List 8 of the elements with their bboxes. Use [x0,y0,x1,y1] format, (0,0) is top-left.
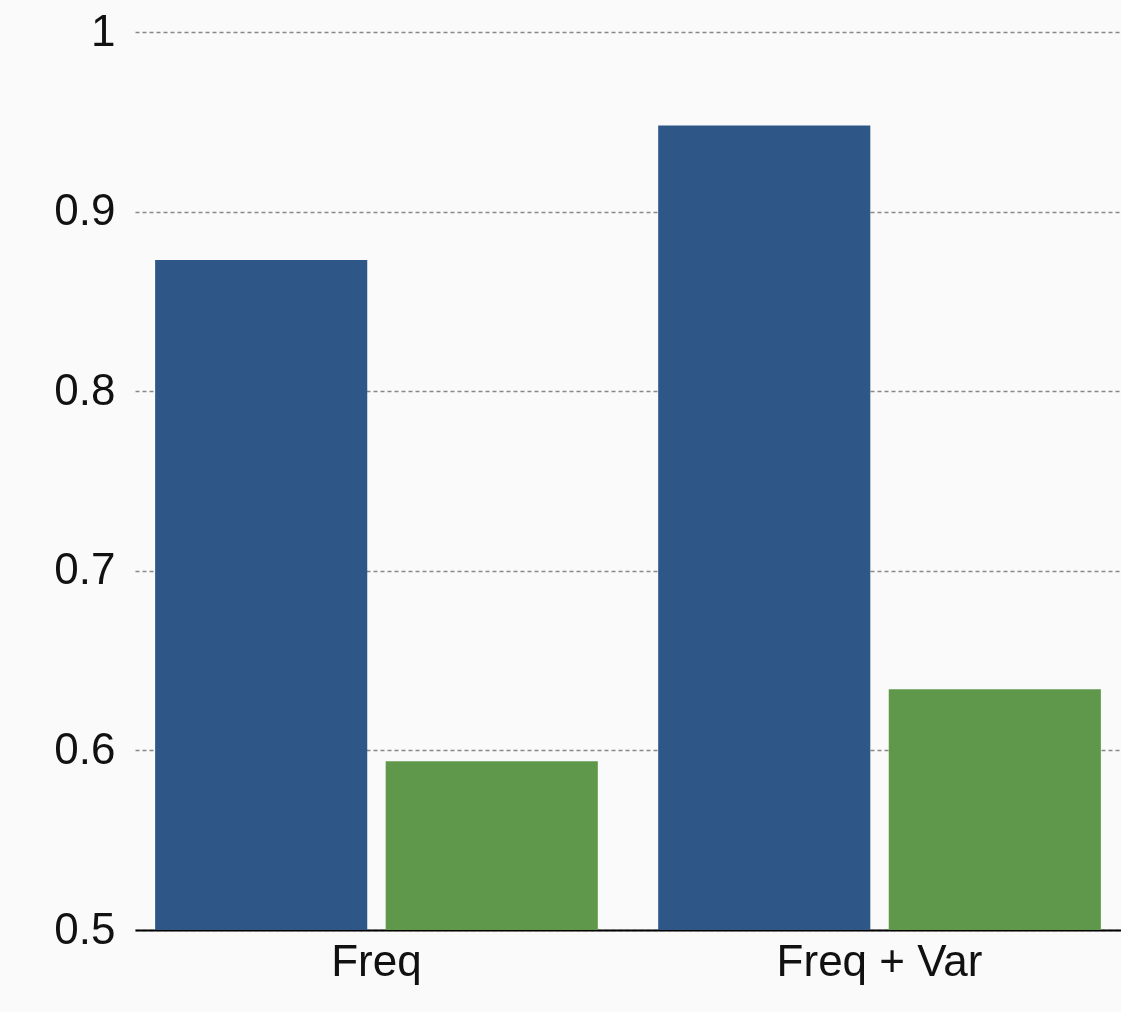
y-tick-label: 0.6 [54,723,116,773]
y-tick-label: 0.9 [54,185,116,235]
y-tick-label: 0.8 [54,364,116,414]
y-tick-label: 0.5 [54,903,116,953]
y-tick-label: 1 [91,5,116,55]
y-tick-label: 0.7 [54,544,116,594]
x-tick-label: Freq [331,935,422,985]
x-tick-label: Freq + Var [776,935,983,985]
